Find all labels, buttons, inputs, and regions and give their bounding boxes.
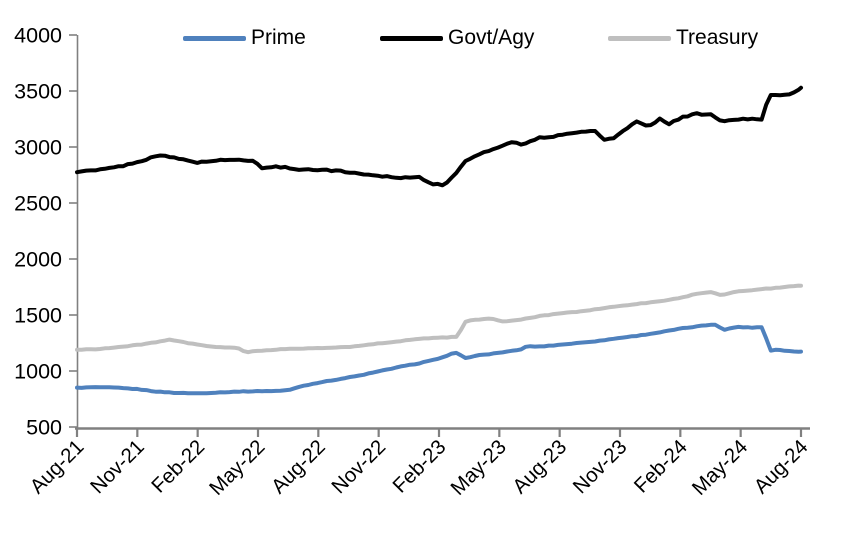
x-tick-label: Aug-24 [750, 435, 813, 498]
y-tick-label: 500 [26, 416, 62, 440]
y-tick-label: 2500 [14, 192, 62, 216]
series-line-govt-agy [75, 85, 803, 188]
legend: Prime Govt/Agy Treasury [0, 0, 852, 56]
legend-label-treasury: Treasury [676, 26, 759, 49]
y-tick-label: 3500 [14, 80, 62, 104]
x-tick-label: May-24 [688, 435, 753, 500]
legend-item-prime: Prime [183, 26, 306, 50]
legend-item-govt-agy: Govt/Agy [380, 26, 534, 50]
x-tick-label: Feb-23 [388, 435, 450, 497]
y-tick-label: 2000 [14, 248, 62, 272]
x-tick-label: Nov-21 [86, 435, 149, 498]
y-tick-label: 1000 [14, 360, 62, 384]
x-tick-label: Nov-22 [327, 435, 390, 498]
y-tick-label: 3000 [14, 136, 62, 160]
x-tick-label: May-23 [446, 435, 511, 500]
x-tick-label: Aug-22 [267, 435, 330, 498]
x-tick-label: May-22 [205, 435, 270, 500]
x-tick-label: Nov-23 [569, 435, 632, 498]
x-tick-label: Aug-21 [26, 435, 89, 498]
x-tick-label: Feb-22 [147, 435, 209, 497]
y-tick-label: 4000 [14, 24, 62, 48]
legend-swatch-govt-agy [380, 35, 443, 41]
x-tick-label: Aug-23 [508, 435, 571, 498]
y-tick-label: 1500 [14, 304, 62, 328]
legend-item-treasury: Treasury [608, 26, 758, 50]
legend-swatch-prime [183, 35, 246, 41]
series-line-prime [75, 322, 803, 396]
x-tick-label: Feb-24 [630, 435, 692, 497]
legend-label-prime: Prime [251, 26, 306, 49]
series-line-treasury [75, 283, 803, 355]
legend-swatch-treasury [608, 35, 671, 41]
legend-label-govt-agy: Govt/Agy [448, 26, 535, 49]
